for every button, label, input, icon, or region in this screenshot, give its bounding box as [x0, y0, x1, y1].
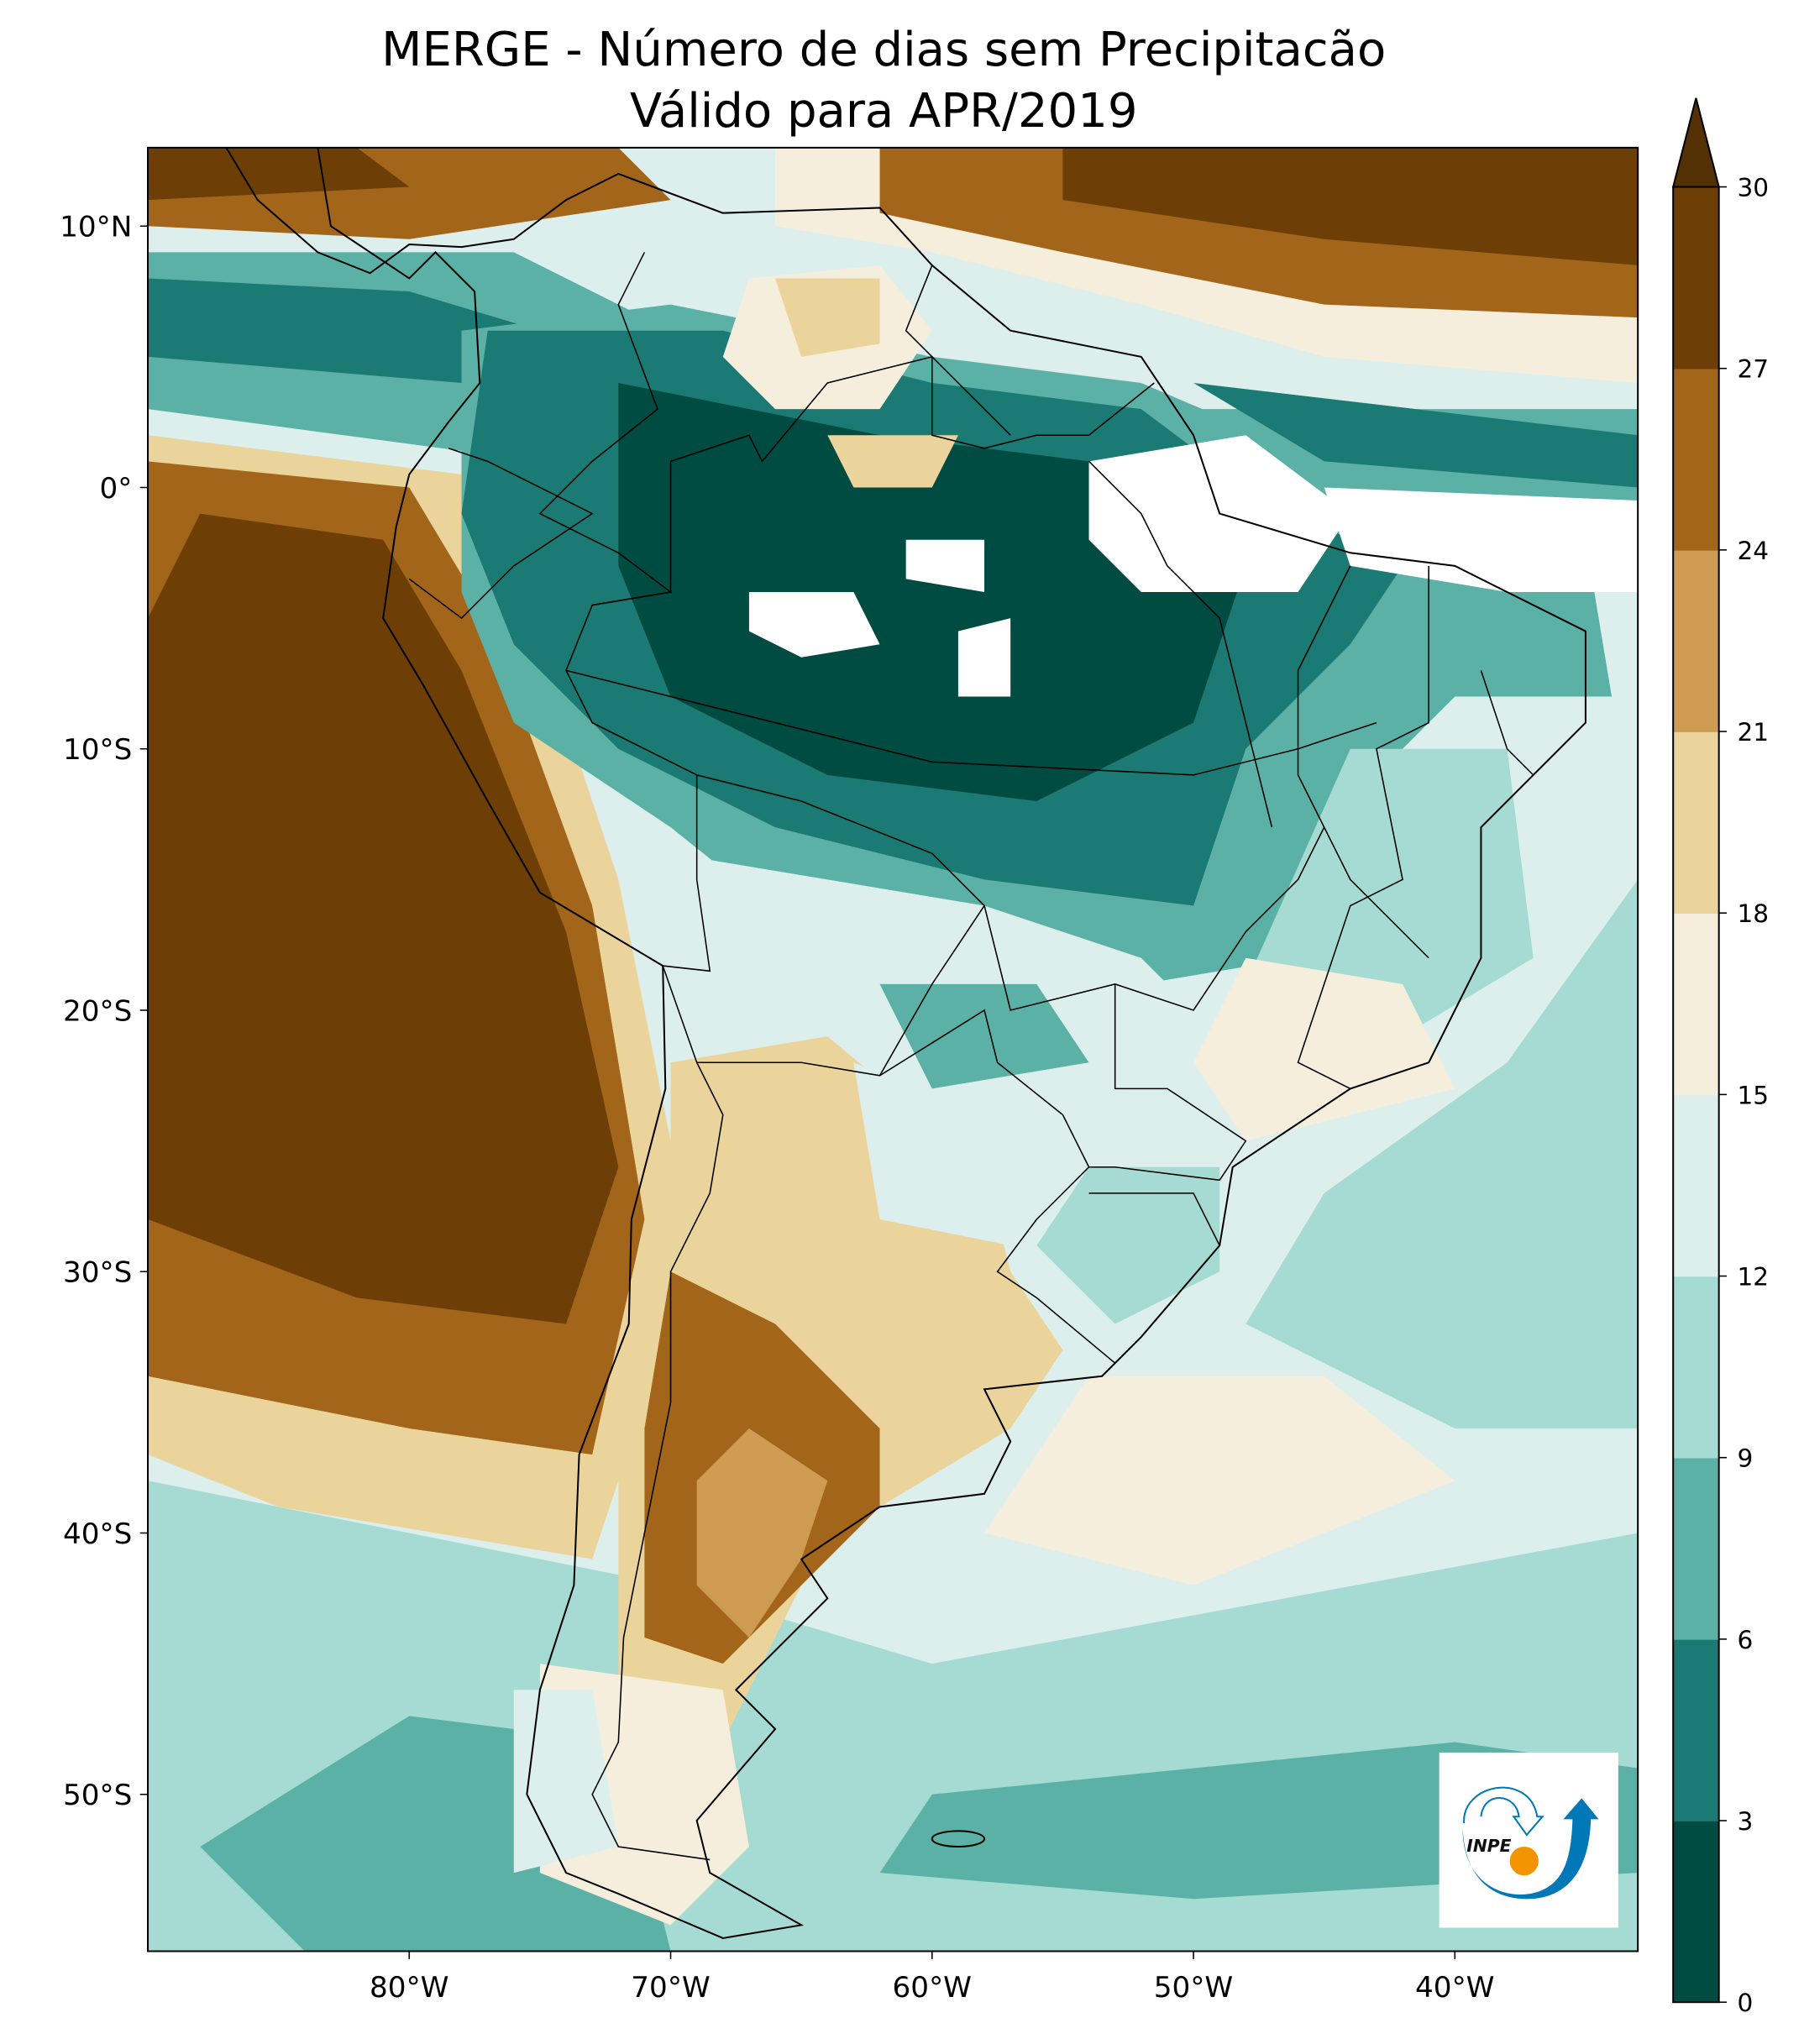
- colorbar-segment: [1673, 186, 1719, 369]
- precipitation-map: [148, 147, 1639, 1952]
- country-border: [1088, 1192, 1220, 1246]
- y-tick-label: 10°N: [60, 211, 132, 244]
- central-region: [879, 983, 1089, 1089]
- north-atlantic-region: [1062, 147, 1639, 265]
- colorbar-segment: [1673, 1457, 1719, 1640]
- colorbar-segment: [1673, 1094, 1719, 1277]
- colorbar-tick-label: 9: [1737, 1444, 1753, 1473]
- guiana-region: [775, 278, 880, 357]
- no-data-patch: [957, 618, 1011, 697]
- argentina-region: [696, 1428, 828, 1638]
- no-data-patch: [905, 539, 985, 592]
- x-tick-label: 80°W: [370, 1971, 448, 2005]
- colorbar-segment: [1673, 731, 1719, 914]
- x-tick-label: 50°W: [1154, 1971, 1234, 2005]
- colorbar-segment: [1673, 1821, 1719, 2003]
- x-tick-label: 60°W: [893, 1971, 973, 2005]
- map-frame: [147, 146, 1639, 1952]
- country-border: [538, 252, 673, 606]
- guiana-region: [827, 435, 958, 488]
- colorbar-tick-label: 24: [1737, 537, 1769, 565]
- country-border: [983, 826, 1325, 1011]
- colorbar-segment: [1673, 1638, 1719, 1821]
- coastline: [225, 147, 1586, 1939]
- colorbar-tick-label: 15: [1737, 1081, 1769, 1109]
- colorbar-segment: [1673, 549, 1719, 732]
- y-tick-label: 50°S: [63, 1779, 132, 1812]
- country-border: [591, 965, 724, 1861]
- title-line-1: MERGE - Número de dias sem Precipitacão: [381, 23, 1386, 77]
- colorbar-tick-label: 18: [1737, 899, 1769, 928]
- pacific-region: [148, 513, 619, 1324]
- equatorial-region: [148, 278, 540, 383]
- y-tick-label: 30°S: [63, 1256, 132, 1290]
- country-border: [696, 1009, 1116, 1364]
- colorbar: 0 3 6 9 12 15 18 21 24 27 30: [1671, 97, 1769, 2017]
- colorbar-extend-arrow: [1671, 97, 1720, 188]
- equatorial-region: [1193, 382, 1639, 488]
- colorbar-segment: [1673, 1276, 1719, 1459]
- x-tick-label: 40°W: [1415, 1971, 1495, 2005]
- colorbar-segment: [1673, 368, 1719, 551]
- country-border: [408, 448, 594, 620]
- colorbar-tick-label: 6: [1737, 1626, 1753, 1654]
- title-line-2: Válido para APR/2019: [630, 84, 1138, 139]
- x-tick-label: 70°W: [631, 1971, 711, 2005]
- colorbar-tick-label: 27: [1737, 355, 1769, 384]
- country-border: [1297, 565, 1429, 959]
- y-tick-label: 10°S: [63, 733, 132, 767]
- atlantic-region: [984, 1376, 1455, 1585]
- latitude-axis: 10°N 0° 10°S 20°S 30°S 40°S 50°S: [60, 211, 149, 1812]
- caribbean-region: [148, 147, 410, 201]
- colorbar-tick-label: 12: [1737, 1262, 1769, 1291]
- atlantic-region: [1245, 879, 1639, 1428]
- country-border: [905, 265, 1011, 436]
- no-data-patch: [1324, 487, 1639, 592]
- southeast-region: [1193, 957, 1455, 1141]
- country-border: [1480, 670, 1534, 776]
- y-tick-label: 40°S: [63, 1517, 132, 1551]
- y-tick-label: 0°: [99, 472, 132, 506]
- colorbar-tick-label: 30: [1737, 173, 1769, 202]
- country-border: [565, 355, 1155, 776]
- no-data-patch: [748, 591, 880, 658]
- country-border: [1088, 460, 1273, 828]
- colorbar-tick-label: 3: [1737, 1807, 1753, 1836]
- falkland-islands: [931, 1830, 986, 1848]
- inpe-logo: INPE: [1439, 1752, 1618, 1928]
- country-border: [1297, 565, 1429, 1090]
- y-tick-label: 20°S: [63, 994, 132, 1028]
- country-border: [1088, 983, 1247, 1182]
- longitude-axis: 80°W 70°W 60°W 50°W 40°W: [370, 1951, 1495, 2005]
- inpe-logo-text: INPE: [1466, 1836, 1511, 1856]
- colorbar-tick-label: 0: [1737, 1989, 1753, 2017]
- country-border: [565, 669, 1377, 776]
- argentina-region: [853, 1062, 1011, 1246]
- colorbar-tick-label: 21: [1737, 718, 1769, 747]
- colorbar-segment: [1673, 913, 1719, 1096]
- country-border: [663, 773, 986, 1077]
- south-region: [1036, 1166, 1220, 1324]
- patagonia-region: [513, 1690, 619, 1874]
